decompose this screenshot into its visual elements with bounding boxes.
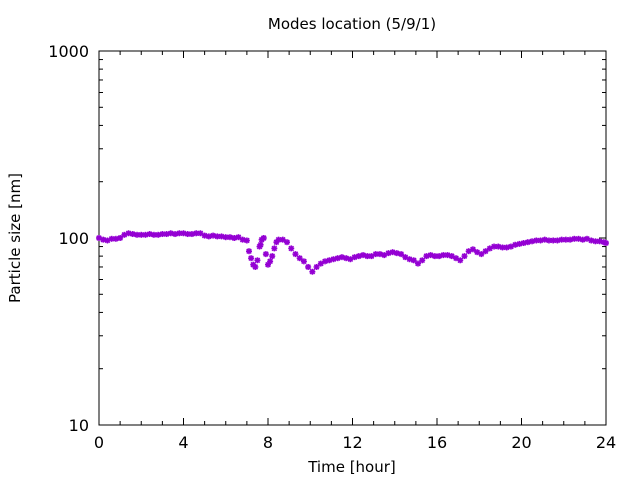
data-point xyxy=(385,250,392,257)
data-point xyxy=(360,252,367,259)
data-point xyxy=(248,255,255,262)
data-point xyxy=(482,248,489,255)
tick-labels: 0 4 8 12 16 20 24 10 100 1000 xyxy=(48,42,616,452)
data-point xyxy=(427,252,434,259)
x-tick-label: 16 xyxy=(427,433,447,452)
tick-marks xyxy=(98,50,607,426)
y-axis-title: Particle size [nm] xyxy=(6,173,24,303)
data-point xyxy=(300,258,307,265)
data-point xyxy=(269,253,276,260)
data-point xyxy=(292,251,299,258)
data-point xyxy=(279,236,286,243)
data-point xyxy=(288,245,295,252)
data-point xyxy=(138,231,145,238)
data-point xyxy=(423,253,430,260)
data-point xyxy=(305,263,312,270)
data-point xyxy=(550,237,557,244)
x-axis-title: Time [hour] xyxy=(307,458,396,476)
data-point xyxy=(112,235,119,242)
x-tick-label: 4 xyxy=(178,433,188,452)
y-tick-label: 10 xyxy=(69,416,89,435)
x-tick-label: 8 xyxy=(263,433,273,452)
data-point xyxy=(260,235,267,241)
data-point xyxy=(252,263,259,270)
data-point xyxy=(235,234,242,241)
data-point xyxy=(239,236,246,243)
data-point xyxy=(562,236,569,243)
plot-area-border xyxy=(98,50,607,426)
data-point xyxy=(313,263,320,270)
data-point xyxy=(108,235,115,242)
data-point xyxy=(603,240,609,247)
data-point xyxy=(243,237,250,244)
data-point xyxy=(457,257,464,264)
data-point xyxy=(284,239,291,246)
data-point xyxy=(254,257,261,264)
data-point xyxy=(499,244,506,251)
x-tick-label: 24 xyxy=(596,433,616,452)
chart-title: Modes location (5/9/1) xyxy=(268,15,436,33)
data-point xyxy=(558,236,565,243)
data-point xyxy=(176,230,183,237)
data-point xyxy=(245,248,252,255)
data-point xyxy=(461,253,468,260)
data-point xyxy=(262,251,269,258)
y-tick-label: 1000 xyxy=(48,42,89,61)
data-point xyxy=(197,230,204,237)
data-points xyxy=(96,230,609,275)
data-point xyxy=(478,251,485,258)
data-point xyxy=(579,236,586,243)
data-point xyxy=(398,251,405,258)
x-tick-label: 20 xyxy=(511,433,531,452)
data-point xyxy=(271,245,278,252)
data-point xyxy=(414,260,421,267)
data-point xyxy=(410,257,417,264)
data-point xyxy=(267,258,274,265)
data-point xyxy=(469,246,476,253)
data-point xyxy=(257,241,264,248)
data-point xyxy=(419,257,426,264)
data-point xyxy=(309,268,316,275)
data-point xyxy=(364,253,371,260)
data-point xyxy=(351,254,358,261)
x-tick-label: 0 xyxy=(94,433,104,452)
x-tick-label: 12 xyxy=(342,433,362,452)
y-tick-label: 100 xyxy=(58,229,89,248)
